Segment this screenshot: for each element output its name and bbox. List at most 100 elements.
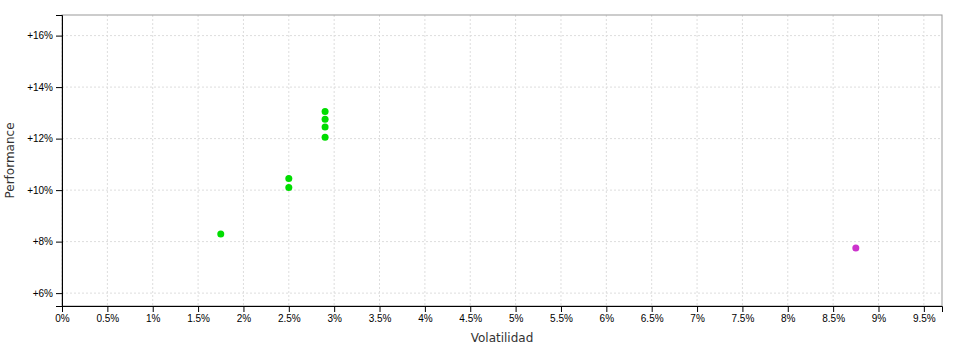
grid-line-x	[288, 15, 289, 306]
point	[285, 175, 292, 182]
series	[852, 245, 859, 252]
y-tick-mark	[56, 87, 62, 88]
x-tick: 6.5%	[641, 306, 664, 324]
grid-line-x	[742, 15, 743, 306]
y-tick-mark	[56, 242, 62, 243]
grid-line-x	[651, 15, 652, 306]
x-tick: 9.5%	[913, 306, 936, 324]
grid-line-x	[424, 15, 425, 306]
points	[217, 108, 859, 251]
grid-line-y	[62, 87, 942, 88]
grid-line-x	[152, 15, 153, 306]
x-tick: 8%	[781, 306, 796, 324]
x-tick: 5.5%	[550, 306, 573, 324]
x-tick-mark	[878, 306, 879, 312]
y-tick-label: +6%	[33, 288, 53, 299]
x-tick-label: 6.5%	[641, 313, 664, 324]
grid-line-x	[379, 15, 380, 306]
grid-line-x	[515, 15, 516, 306]
x-tick: 7%	[690, 306, 705, 324]
x-tick-mark	[470, 306, 471, 312]
x-tick-label: 9%	[872, 313, 887, 324]
x-tick-mark	[198, 306, 199, 312]
x-tick-label: 7.5%	[732, 313, 755, 324]
y-tick-mark	[56, 293, 62, 294]
grid-line-x	[334, 15, 335, 306]
x-tick: 8.5%	[822, 306, 845, 324]
x-tick: 3.5%	[369, 306, 392, 324]
x-tick-label: 3%	[327, 313, 342, 324]
x-tick-mark	[107, 306, 108, 312]
x-axis: 0% 0.5% 1% 1.5% 2% 2.5% 3% 3.5% 4% 4.5% 5% 5.5% 6% 6.…	[55, 306, 942, 324]
x-tick-mark	[788, 306, 789, 312]
x-tick-mark	[243, 306, 244, 312]
x-tick: 9%	[872, 306, 887, 324]
point	[322, 108, 329, 115]
y-tick-label: +14%	[27, 82, 53, 93]
x-tick-mark	[380, 306, 381, 312]
grid-line-y	[62, 190, 942, 191]
y-tick-label: +16%	[27, 30, 53, 41]
x-tick-label: 9.5%	[913, 313, 936, 324]
grid-line-x	[243, 15, 244, 306]
x-tick: 0%	[55, 306, 70, 324]
x-tick-label: 1.5%	[187, 313, 210, 324]
x-tick-label: 8.5%	[822, 313, 845, 324]
x-tick-mark	[425, 306, 426, 312]
grid	[62, 15, 942, 306]
y-axis-title: Performance	[3, 122, 17, 198]
grid-line-x	[697, 15, 698, 306]
x-tick: 3%	[327, 306, 342, 324]
grid-line-x	[560, 15, 561, 306]
y-tick-label: +10%	[27, 185, 53, 196]
axis-domain	[63, 307, 943, 313]
x-tick: 2%	[237, 306, 252, 324]
x-tick-mark	[924, 306, 925, 312]
grid-line-y	[62, 293, 942, 294]
x-tick: 4%	[418, 306, 433, 324]
y-tick: +6%	[33, 288, 62, 299]
chart: 0% 0.5% 1% 1.5% 2% 2.5% 3% 3.5% 4% 4.5% 5% 5.5% 6% 6.…	[0, 0, 966, 350]
x-tick: 6%	[600, 306, 615, 324]
x-tick-mark	[606, 306, 607, 312]
y-tick: +16%	[27, 30, 62, 41]
x-tick-label: 5.5%	[550, 313, 573, 324]
grid-line-y	[62, 241, 942, 242]
point	[322, 134, 329, 141]
grid-line-y	[62, 138, 942, 139]
x-tick-label: 2%	[237, 313, 252, 324]
point	[322, 124, 329, 131]
x-tick: 1.5%	[187, 306, 210, 324]
x-tick-label: 3.5%	[369, 313, 392, 324]
y-axis: +6%+8%+10%+12%+14%+16%	[27, 16, 62, 307]
point	[322, 116, 329, 123]
x-tick: 7.5%	[732, 306, 755, 324]
x-tick: 4.5%	[459, 306, 482, 324]
x-axis-title: Volatilidad	[471, 331, 534, 345]
plot-frame	[62, 15, 942, 306]
x-tick: 0.5%	[96, 306, 119, 324]
series	[217, 108, 328, 237]
point	[285, 184, 292, 191]
x-tick-label: 0%	[55, 313, 70, 324]
y-tick-mark	[56, 190, 62, 191]
grid-line-x	[787, 15, 788, 306]
x-tick-label: 6%	[600, 313, 615, 324]
grid-line-x	[606, 15, 607, 306]
y-tick-label: +12%	[27, 133, 53, 144]
point	[852, 245, 859, 252]
x-tick-mark	[153, 306, 154, 312]
grid-line-y	[62, 35, 942, 36]
x-tick-label: 2.5%	[278, 313, 301, 324]
x-tick-label: 5%	[509, 313, 524, 324]
x-tick-label: 8%	[781, 313, 796, 324]
x-tick-label: 1%	[146, 313, 161, 324]
y-tick: +12%	[27, 133, 62, 144]
x-tick-label: 4.5%	[459, 313, 482, 324]
grid-line-x	[470, 15, 471, 306]
point	[217, 230, 224, 237]
x-tick-label: 4%	[418, 313, 433, 324]
y-tick: +14%	[27, 82, 62, 93]
x-tick-mark	[652, 306, 653, 312]
grid-line-x	[107, 15, 108, 306]
